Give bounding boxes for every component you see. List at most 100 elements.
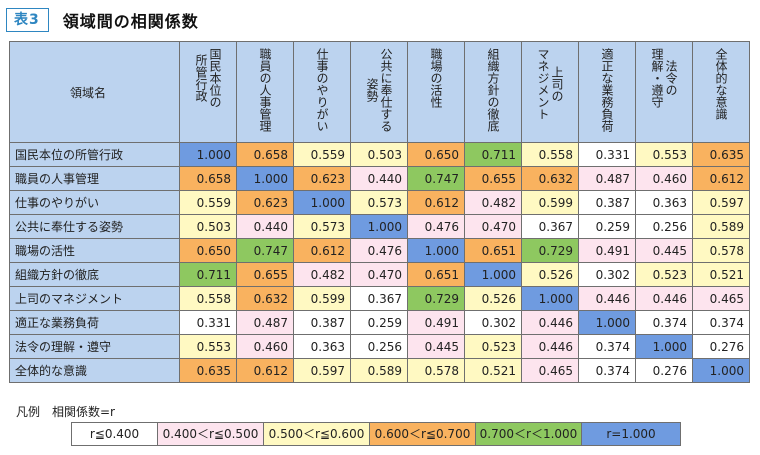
correlation-cell: 1.000 xyxy=(350,214,408,239)
correlation-cell: 0.589 xyxy=(692,214,750,239)
correlation-cell: 0.465 xyxy=(521,358,579,383)
correlation-cell: 0.465 xyxy=(692,286,750,311)
correlation-cell: 0.331 xyxy=(179,310,237,335)
correlation-cell: 0.597 xyxy=(293,358,351,383)
correlation-cell: 0.559 xyxy=(293,142,351,167)
correlation-cell: 0.374 xyxy=(578,334,636,359)
correlation-cell: 0.331 xyxy=(578,142,636,167)
correlation-cell: 0.553 xyxy=(635,142,693,167)
correlation-cell: 0.259 xyxy=(350,310,408,335)
correlation-cell: 0.655 xyxy=(236,262,294,287)
correlation-cell: 0.491 xyxy=(407,310,465,335)
row-header: 職場の活性 xyxy=(9,238,180,263)
correlation-cell: 0.470 xyxy=(350,262,408,287)
correlation-cell: 0.612 xyxy=(407,190,465,215)
table-row: 全体的な意識 0.635 0.612 0.597 0.589 0.578 0.521 0.46… xyxy=(9,358,750,383)
column-header: 法令の 理解・遵守 xyxy=(635,41,693,143)
column-header: 適正な業務負荷 xyxy=(578,41,636,143)
legend-title: 凡例 相関係数=r xyxy=(16,405,115,419)
correlation-cell: 0.612 xyxy=(293,238,351,263)
correlation-cell: 0.256 xyxy=(350,334,408,359)
legend-item: 0.500＜r≦0.600 xyxy=(264,423,370,445)
row-header: 法令の理解・遵守 xyxy=(9,334,180,359)
correlation-cell: 0.521 xyxy=(464,358,522,383)
correlation-cell: 0.302 xyxy=(578,262,636,287)
row-header: 組織方針の徹底 xyxy=(9,262,180,287)
table-row: 仕事のやりがい 0.559 0.623 1.000 0.573 0.612 0.482 0.5… xyxy=(9,190,750,215)
correlation-cell: 0.367 xyxy=(350,286,408,311)
correlation-cell: 0.476 xyxy=(350,238,408,263)
column-header-label: 組織方針の徹底 xyxy=(486,48,500,132)
table-row: 組織方針の徹底 0.711 0.655 0.482 0.470 0.651 1.000 0.5… xyxy=(9,262,750,287)
column-header: 職場の活性 xyxy=(407,41,465,143)
correlation-cell: 0.578 xyxy=(407,358,465,383)
correlation-cell: 1.000 xyxy=(464,262,522,287)
correlation-cell: 0.623 xyxy=(293,166,351,191)
correlation-cell: 1.000 xyxy=(578,310,636,335)
correlation-cell: 0.259 xyxy=(578,214,636,239)
column-header-label: 職場の活性 xyxy=(429,48,443,108)
row-header: 職員の人事管理 xyxy=(9,166,180,191)
correlation-cell: 0.578 xyxy=(692,238,750,263)
correlation-cell: 0.650 xyxy=(179,238,237,263)
correlation-table: 領域名 国民本位の 所管行政 職員の人事管理 仕事のやりがい 公共に奉仕する 姿勢 職場… xyxy=(9,41,750,383)
column-header-label: 適正な業務負荷 xyxy=(600,48,614,132)
correlation-cell: 1.000 xyxy=(692,358,750,383)
correlation-cell: 0.658 xyxy=(179,166,237,191)
correlation-cell: 0.374 xyxy=(692,310,750,335)
column-header: 職員の人事管理 xyxy=(236,41,294,143)
table-row: 職場の活性 0.650 0.747 0.612 0.476 1.000 0.651 0.729… xyxy=(9,238,750,263)
column-header: 上司の マネジメント xyxy=(521,41,579,143)
correlation-cell: 0.302 xyxy=(464,310,522,335)
correlation-cell: 0.632 xyxy=(236,286,294,311)
correlation-cell: 0.491 xyxy=(578,238,636,263)
correlation-cell: 1.000 xyxy=(293,190,351,215)
correlation-cell: 0.526 xyxy=(464,286,522,311)
correlation-cell: 0.589 xyxy=(350,358,408,383)
correlation-cell: 0.446 xyxy=(521,334,579,359)
column-header-label: 国民本位の 所管行政 xyxy=(194,48,222,108)
correlation-cell: 0.523 xyxy=(464,334,522,359)
correlation-cell: 0.523 xyxy=(635,262,693,287)
correlation-cell: 1.000 xyxy=(179,142,237,167)
column-header-label: 全体的な意識 xyxy=(714,48,728,120)
page-title: 領域間の相関係数 xyxy=(62,12,199,31)
column-header: 公共に奉仕する 姿勢 xyxy=(350,41,408,143)
column-header-label: 法令の 理解・遵守 xyxy=(650,48,678,108)
correlation-cell: 0.711 xyxy=(179,262,237,287)
correlation-cell: 0.482 xyxy=(293,262,351,287)
page-header: 表3 領域間の相関係数 xyxy=(6,6,199,34)
correlation-cell: 1.000 xyxy=(236,166,294,191)
column-header-label: 上司の マネジメント xyxy=(536,48,564,120)
table-row: 上司のマネジメント 0.558 0.632 0.599 0.367 0.729 0.526 1… xyxy=(9,286,750,311)
correlation-cell: 1.000 xyxy=(407,238,465,263)
correlation-cell: 0.487 xyxy=(578,166,636,191)
column-header: 国民本位の 所管行政 xyxy=(179,41,237,143)
column-header-label: 公共に奉仕する 姿勢 xyxy=(365,48,393,132)
correlation-cell: 0.623 xyxy=(236,190,294,215)
column-header-label: 職員の人事管理 xyxy=(258,48,272,132)
table-row: 国民本位の所管行政 1.000 0.658 0.559 0.503 0.650 0.711 0… xyxy=(9,142,750,167)
correlation-cell: 0.651 xyxy=(407,262,465,287)
correlation-cell: 0.476 xyxy=(407,214,465,239)
correlation-cell: 0.655 xyxy=(464,166,522,191)
table-row: 適正な業務負荷 0.331 0.487 0.387 0.259 0.491 0.302 0.4… xyxy=(9,310,750,335)
column-header: 組織方針の徹底 xyxy=(464,41,522,143)
table-body: 国民本位の所管行政 1.000 0.658 0.559 0.503 0.650 0.711 0… xyxy=(9,142,750,383)
correlation-cell: 0.635 xyxy=(692,142,750,167)
row-header: 上司のマネジメント xyxy=(9,286,180,311)
corner-label: 領域名 xyxy=(9,41,180,143)
correlation-cell: 0.367 xyxy=(521,214,579,239)
correlation-cell: 0.711 xyxy=(464,142,522,167)
correlation-cell: 0.276 xyxy=(635,358,693,383)
correlation-cell: 0.387 xyxy=(293,310,351,335)
correlation-cell: 0.650 xyxy=(407,142,465,167)
correlation-cell: 0.612 xyxy=(236,358,294,383)
correlation-cell: 0.256 xyxy=(635,214,693,239)
legend-item: r=1.000 xyxy=(582,423,680,445)
column-header-label: 仕事のやりがい xyxy=(315,48,329,132)
correlation-cell: 0.487 xyxy=(236,310,294,335)
correlation-cell: 0.632 xyxy=(521,166,579,191)
correlation-cell: 0.597 xyxy=(692,190,750,215)
legend-item: 0.600＜r≦0.700 xyxy=(370,423,476,445)
